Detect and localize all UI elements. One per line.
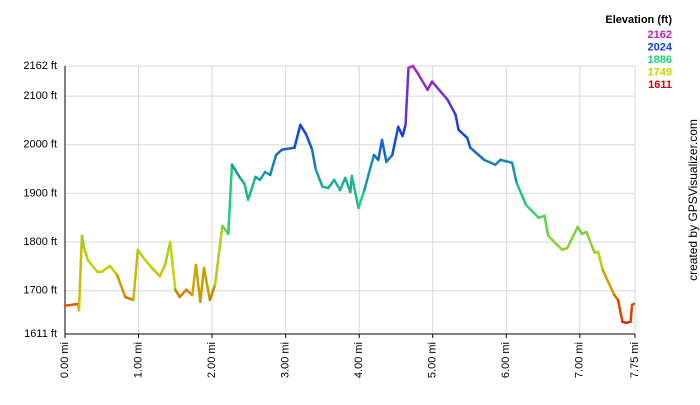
elevation-segment [274,148,284,157]
x-tick-label: 6.00 mi [500,342,512,378]
elevation-segment [482,158,497,166]
elevation-segment [150,266,162,278]
elevation-segment [82,246,90,262]
elevation-segment [136,248,145,260]
elevation-segment [178,288,188,299]
elevation-segment [227,163,234,236]
x-tick-label: 5.00 mi [427,342,439,378]
elevation-segment [100,264,112,273]
legend-entry: 1886 [648,54,672,66]
elevation-segment [174,288,181,299]
elevation-segment [499,158,514,165]
x-tick-label: 7.75 mi [629,342,641,378]
elevation-segment [524,203,540,220]
elevation-segment [546,234,564,252]
elevation-segment [108,264,119,277]
elevation-segment [63,302,80,308]
elevation-segment [124,295,135,302]
elevation-segment [314,168,324,188]
y-tick-label: 2100 ft [23,90,57,102]
elevation-segment [310,148,318,171]
elevation-segment [466,136,472,149]
elevation-segment [350,174,360,210]
legend-entry: 1749 [648,66,672,78]
elevation-segment [377,138,384,162]
elevation-segment [601,268,616,297]
elevation-segment [385,153,394,164]
credit: created by GPSVisualizer.com [686,119,700,281]
elevation-segment [132,248,140,302]
legend-entry: 2024 [648,41,673,53]
elevation-segment [115,273,127,299]
elevation-segment [327,178,336,190]
elevation-segment [457,128,469,140]
y-tick-label: 1611 ft [24,328,57,340]
elevation-segment [208,283,217,302]
elevation-segment [585,230,596,255]
elevation-segment [629,303,634,324]
elevation-segment [426,80,434,92]
elevation-segment [243,182,250,202]
x-tick-label: 2.00 mi [206,342,218,378]
elevation-segment [338,176,347,192]
y-tick-label: 1800 ft [23,236,57,248]
legend-entry: 2162 [648,29,672,41]
elevation-segment [293,123,302,149]
elevation-segment [596,250,604,272]
y-tick-label: 2162 ft [23,60,57,72]
elevation-segment [576,225,584,236]
elevation-segment [299,123,308,136]
elevation-segment [246,175,257,202]
elevation-segment [280,146,296,151]
elevation-segment [213,224,224,287]
elevation-segment [77,234,84,312]
elevation-segment [86,258,99,273]
elevation-segment [566,225,579,250]
elevation-segment [391,125,400,157]
elevation-segment [268,153,278,177]
elevation-segment [430,80,449,101]
elevation-segment [446,98,457,116]
y-tick-label: 1700 ft [23,285,57,297]
elevation-segment [616,298,624,324]
elevation-segment [202,266,212,302]
elevation-segment [194,263,202,304]
elevation-segment [543,214,550,237]
elevation-segment [80,234,86,250]
elevation-segment [332,178,342,192]
elevation-segment [404,66,410,127]
x-tick-label: 0.00 mi [59,342,71,378]
elevation-segment [401,123,407,138]
elevation-segment [454,113,460,131]
y-tick-label: 1900 ft [23,187,57,199]
elevation-segment [363,153,376,192]
elevation-segment [230,163,242,180]
elevation-segment [380,138,388,164]
elevation-segment [510,161,518,184]
legend-title: Elevation (ft) [605,14,672,26]
elevation-segment [469,146,486,162]
elevation-segment [199,266,206,304]
elevation-segment [357,188,366,210]
elevation-segment [163,240,172,267]
elevation-segment [258,170,267,182]
elevation-segment [168,240,177,291]
x-tick-label: 1.00 mi [132,342,144,378]
legend-entry: 1611 [648,79,672,91]
elevation-segment [411,64,420,76]
elevation-segment [416,72,429,92]
elevation-segment [158,263,167,278]
x-tick-label: 4.00 mi [353,342,365,378]
elevation-segment [142,256,154,270]
elevation-segment [304,133,314,151]
elevation-segment [630,302,636,307]
elevation-segment [515,181,528,207]
y-tick-label: 2000 ft [23,139,57,151]
x-tick-label: 7.00 mi [574,342,586,378]
x-tick-label: 3.00 mi [280,342,292,378]
